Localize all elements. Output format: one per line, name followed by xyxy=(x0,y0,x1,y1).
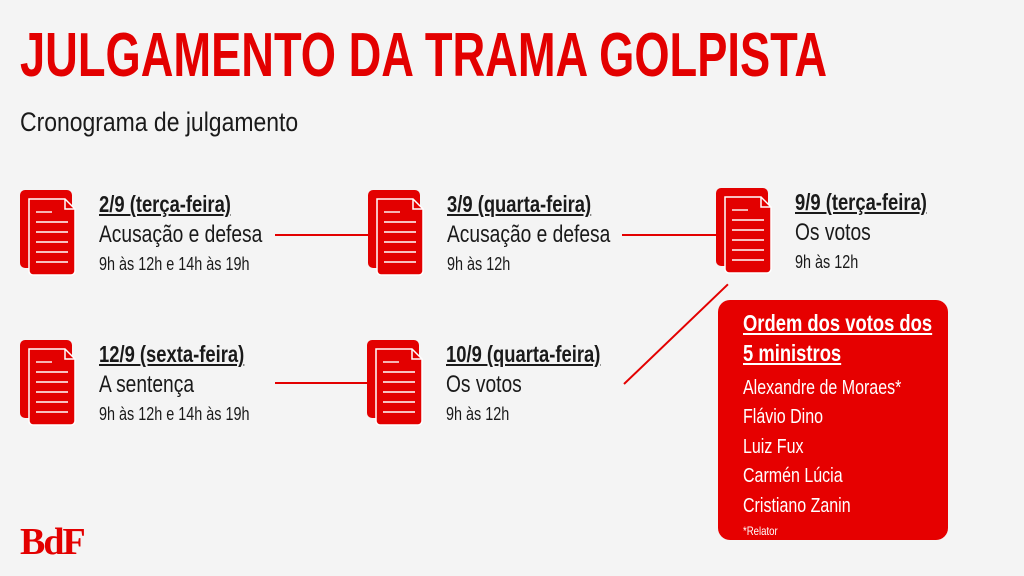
schedule-date: 3/9 (quarta-feira) xyxy=(447,191,592,217)
connector-line xyxy=(275,234,368,236)
schedule-description: A sentença xyxy=(99,371,195,398)
schedule-date: 9/9 (terça-feira) xyxy=(795,189,927,215)
document-icon xyxy=(20,190,82,278)
connector-line xyxy=(622,234,716,236)
page-subtitle: Cronograma de julgamento xyxy=(20,107,299,137)
votes-heading: 5 ministros xyxy=(743,340,842,366)
minister-name: Luiz Fux xyxy=(743,435,804,458)
schedule-time: 9h às 12h xyxy=(447,254,511,274)
schedule-date: 10/9 (quarta-feira) xyxy=(446,341,601,367)
schedule-date: 2/9 (terça-feira) xyxy=(99,191,231,217)
schedule-description: Acusação e defesa xyxy=(99,221,263,248)
minister-name: Carmén Lúcia xyxy=(743,465,843,488)
document-icon xyxy=(367,340,429,428)
schedule-time: 9h às 12h e 14h às 19h xyxy=(99,254,250,274)
schedule-date: 12/9 (sexta-feira) xyxy=(99,341,245,367)
bdf-logo: BdF xyxy=(20,521,86,563)
votes-heading: Ordem dos votos dos xyxy=(743,310,933,336)
schedule-description: Os votos xyxy=(795,219,871,246)
connector-line xyxy=(275,382,368,384)
document-icon xyxy=(368,190,430,278)
minister-name: Cristiano Zanin xyxy=(743,494,851,517)
connector-line xyxy=(623,283,729,385)
votes-order-box: Ordem dos votos dos 5 ministros Alexandr… xyxy=(718,300,948,540)
minister-name: Alexandre de Moraes* xyxy=(743,377,902,399)
relator-note: *Relator xyxy=(743,524,778,539)
document-icon xyxy=(20,340,82,428)
schedule-time: 9h às 12h xyxy=(446,404,510,424)
document-icon xyxy=(716,188,778,276)
schedule-time: 9h às 12h e 14h às 19h xyxy=(99,404,250,424)
schedule-description: Acusação e defesa xyxy=(447,221,611,248)
minister-name: Flávio Dino xyxy=(743,406,824,429)
page-title: JULGAMENTO DA TRAMA GOLPISTA xyxy=(20,21,828,90)
schedule-description: Os votos xyxy=(446,371,522,398)
schedule-time: 9h às 12h xyxy=(795,252,859,272)
